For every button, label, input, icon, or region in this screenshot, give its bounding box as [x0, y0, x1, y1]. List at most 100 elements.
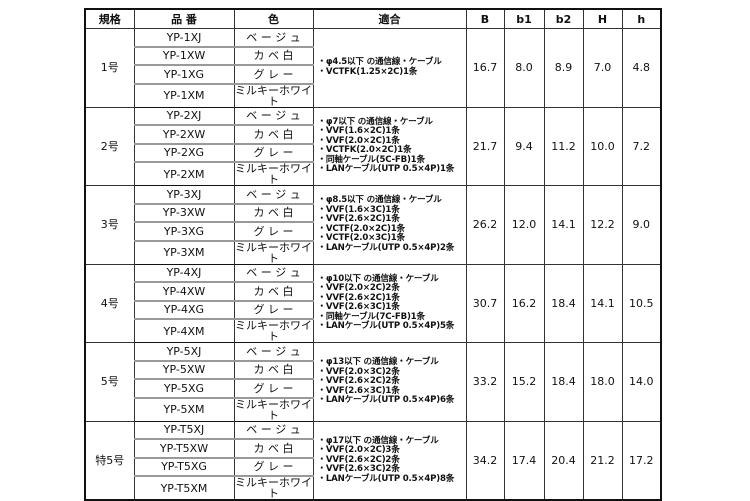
cable-line: ・VVF(2.0×2C)1条 — [317, 135, 400, 146]
dim-b1: 15.2 — [503, 342, 545, 422]
compatible-cables: ・φ13以下 の通信線・ケーブル ・VVF(2.0×3C)2条 ・VVF(2.6×2… — [312, 342, 467, 422]
color-name: カ ベ 白 — [233, 281, 314, 301]
dim-b1: 17.4 — [503, 420, 545, 501]
part-number: YP-T5XW — [133, 438, 235, 458]
column-header: b2 — [543, 8, 584, 29]
table-row: YP-3XG グ レ ー — [85, 221, 661, 241]
table-row: YP-2XW カ ベ 白 — [85, 124, 661, 144]
cable-line: ・VVF(2.6×2C)2条 — [317, 376, 400, 386]
part-number: YP-1XJ — [133, 28, 235, 47]
cable-line: ・LANケーブル(UTP 0.5×4P)6条 — [317, 395, 455, 405]
column-header: B — [465, 8, 505, 29]
part-number: YP-5XG — [133, 378, 235, 398]
table-row: YP-3XW カ ベ 白 — [85, 202, 661, 222]
part-number: YP-1XW — [133, 45, 235, 65]
part-number: YP-3XJ — [133, 185, 235, 204]
size-cell: 1号 — [84, 28, 135, 108]
table-row: YP-5XG グ レ ー — [85, 378, 661, 398]
dim-B: 30.7 — [465, 263, 505, 343]
dim-b2: 8.9 — [543, 28, 584, 108]
compatible-cables: ・φ7以下 の通信線・ケーブル ・VVF(1.6×2C)1条 ・VVF(2.0×2C… — [312, 106, 467, 186]
color-name: グ レ ー — [233, 378, 314, 398]
table-row: 1号 YP-1XJ ベ ー ジ ュ・φ4.5以下 の通信線・ケーブル ・VCTFK(1… — [84, 28, 662, 108]
dim-h: 14.0 — [621, 342, 662, 422]
color-name: ベ ー ジ ュ — [233, 420, 314, 440]
table-row: YP-5XW カ ベ 白 — [85, 359, 661, 379]
dim-b2: 11.2 — [543, 106, 584, 186]
color-name: ベ ー ジ ュ — [233, 263, 314, 283]
color-name: ミルキーホワイト — [233, 82, 314, 108]
part-number: YP-2XW — [133, 124, 235, 144]
dim-b2: 18.4 — [543, 263, 584, 343]
dim-H: 10.0 — [582, 106, 623, 186]
cable-line: ・φ17以下 の通信線・ケーブル — [317, 435, 439, 446]
cable-line: ・φ13以下 の通信線・ケーブル — [317, 357, 439, 367]
cable-line: ・LANケーブル(UTP 0.5×4P)1条 — [317, 164, 455, 175]
dim-h: 10.5 — [621, 263, 662, 343]
cable-line: ・同軸ケーブル(5C-FB)1条 — [317, 154, 426, 165]
part-number: YP-3XG — [133, 221, 235, 241]
color-name: カ ベ 白 — [233, 202, 314, 222]
cable-line: ・VVF(2.6×2C)1条 — [317, 214, 400, 225]
table-row: YP-5XM ミルキーホワイト — [85, 396, 661, 421]
dim-b2: 14.1 — [543, 185, 584, 265]
cable-line: ・VVF(2.0×2C)2条 — [317, 283, 400, 294]
table-row: YP-1XW カ ベ 白 — [85, 45, 661, 65]
color-name: ミルキーホワイト — [233, 161, 314, 186]
color-name: カ ベ 白 — [233, 359, 314, 379]
cable-line: ・VCTF(2.0×2C)1条 — [317, 223, 406, 234]
table-row: 5号 YP-5XJ ベ ー ジ ュ・φ13以下 の通信線・ケーブル ・VVF(2.0×… — [84, 342, 662, 422]
cable-line: ・LANケーブル(UTP 0.5×4P)8条 — [317, 473, 455, 484]
cable-line: ・VCTF(2.0×3C)1条 — [317, 233, 406, 244]
dim-b2: 18.4 — [543, 342, 584, 422]
cable-line: ・VCTFK(2.0×2C)1条 — [317, 145, 412, 156]
color-name: グ レ ー — [233, 299, 314, 319]
color-name: カ ベ 白 — [233, 438, 314, 458]
table-row: YP-2XM ミルキーホワイト — [85, 161, 661, 186]
color-name: カ ベ 白 — [233, 124, 314, 144]
color-name: カ ベ 白 — [233, 45, 314, 65]
part-number: YP-5XJ — [133, 342, 235, 361]
part-number: YP-1XM — [133, 82, 235, 107]
color-name: グ レ ー — [233, 456, 314, 476]
color-name: グ レ ー — [233, 142, 314, 162]
cable-line: ・φ4.5以下 の通信線・ケーブル — [317, 57, 442, 68]
column-header: 品 番 — [133, 8, 235, 29]
column-header: 色 — [233, 8, 314, 29]
compatible-cables: ・φ8.5以下 の通信線・ケーブル ・VVF(1.6×3C)1条 ・VVF(2.6×… — [312, 185, 467, 265]
color-name: ミルキーホワイト — [233, 475, 314, 500]
table-row: 4号 YP-4XJ ベ ー ジ ュ・φ10以下 の通信線・ケーブル ・VVF(2.0×… — [84, 263, 662, 343]
dim-B: 33.2 — [465, 342, 505, 422]
cable-line: ・LANケーブル(UTP 0.5×4P)5条 — [317, 321, 455, 332]
part-number: YP-2XM — [133, 161, 235, 186]
dim-b2: 20.4 — [543, 420, 584, 501]
color-name: ベ ー ジ ュ — [233, 28, 314, 47]
size-cell: 5号 — [84, 342, 135, 422]
cable-line: ・VVF(2.6×2C)2条 — [317, 454, 400, 465]
cable-line: ・LANケーブル(UTP 0.5×4P)2条 — [317, 242, 455, 253]
table-row: YP-2XG グ レ ー — [85, 142, 661, 162]
compatible-cables: ・φ17以下 の通信線・ケーブル ・VVF(2.0×2C)3条 ・VVF(2.6×2… — [312, 420, 467, 501]
part-number: YP-4XW — [133, 281, 235, 301]
cable-line: ・VVF(2.0×2C)3条 — [317, 445, 400, 455]
color-name: ベ ー ジ ュ — [233, 185, 314, 204]
dim-b1: 12.0 — [503, 185, 545, 265]
table-row: 3号 YP-3XJ ベ ー ジ ュ・φ8.5以下 の通信線・ケーブル ・VVF(1.6… — [84, 185, 662, 265]
column-header: h — [621, 8, 662, 29]
dim-B: 26.2 — [465, 185, 505, 265]
cable-line: ・VVF(2.6×3C)1条 — [317, 302, 400, 313]
column-header: H — [582, 8, 623, 29]
part-number: YP-T5XG — [133, 456, 235, 476]
dim-b1: 9.4 — [503, 106, 545, 186]
cable-line: ・同軸ケーブル(7C-FB)1条 — [317, 311, 426, 322]
cable-line: ・φ7以下 の通信線・ケーブル — [317, 116, 434, 127]
part-number: YP-1XG — [133, 64, 235, 84]
part-number: YP-5XM — [133, 396, 235, 421]
table-row: YP-4XG グ レ ー — [85, 299, 661, 319]
part-number: YP-3XW — [133, 202, 235, 222]
dim-B: 16.7 — [465, 28, 505, 108]
column-header: 適合 — [312, 8, 467, 29]
cable-line: ・VVF(1.6×2C)1条 — [317, 126, 400, 137]
